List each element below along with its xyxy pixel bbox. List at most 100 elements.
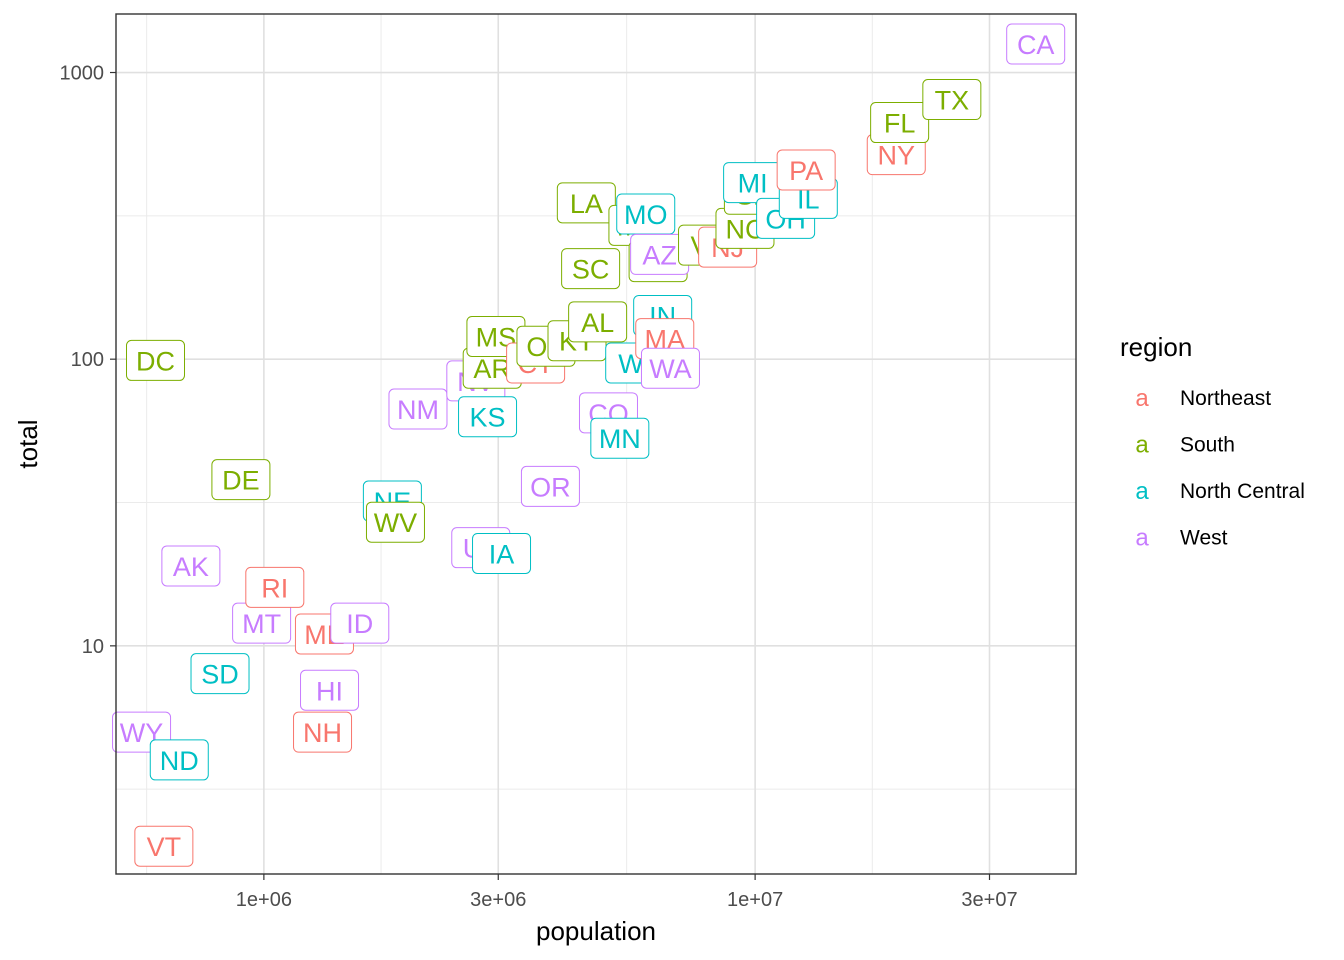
label-text: LA bbox=[570, 189, 603, 219]
label-text: NM bbox=[397, 395, 439, 425]
label-box bbox=[211, 459, 271, 501]
x-tick-label: 1e+07 bbox=[727, 889, 783, 911]
point-label: OR bbox=[520, 465, 580, 507]
point-label: VT bbox=[134, 825, 194, 867]
legend-key: a bbox=[1135, 478, 1149, 505]
label-box bbox=[149, 739, 209, 781]
point-label: NM bbox=[388, 388, 448, 430]
x-tick-label: 1e+06 bbox=[236, 889, 292, 911]
point-label: SD bbox=[190, 653, 250, 695]
point-label: MI bbox=[723, 162, 783, 204]
label-box bbox=[568, 301, 628, 343]
label-text: IL bbox=[797, 184, 820, 214]
point-label: NH bbox=[293, 711, 353, 753]
label-box bbox=[126, 339, 186, 381]
label-text: TX bbox=[935, 86, 970, 116]
point-label: MO bbox=[616, 193, 676, 235]
label-text: AZ bbox=[642, 240, 677, 270]
label-text: IA bbox=[489, 539, 515, 569]
label-text: AL bbox=[581, 308, 614, 338]
label-text: PA bbox=[789, 156, 823, 186]
label-box bbox=[520, 465, 580, 507]
point-label: WV bbox=[365, 501, 425, 543]
label-box bbox=[1006, 23, 1066, 65]
y-tick-label: 1000 bbox=[60, 63, 105, 85]
label-text: RI bbox=[261, 573, 288, 603]
label-box bbox=[161, 545, 221, 587]
label-text: SC bbox=[572, 255, 610, 285]
legend-key: a bbox=[1135, 525, 1149, 552]
y-tick-label: 10 bbox=[82, 636, 104, 658]
x-tick-label: 3e+07 bbox=[961, 889, 1017, 911]
point-label: TX bbox=[922, 79, 982, 121]
label-text: ID bbox=[346, 609, 373, 639]
label-box bbox=[776, 149, 836, 191]
point-label: AL bbox=[568, 301, 628, 343]
y-axis-title: total bbox=[13, 419, 43, 468]
label-box bbox=[330, 602, 390, 644]
label-box bbox=[561, 248, 621, 290]
point-label: ND bbox=[149, 739, 209, 781]
point-label: NY bbox=[866, 134, 926, 176]
point-label: SC bbox=[561, 248, 621, 290]
point-label: CA bbox=[1006, 23, 1066, 65]
legend-key: a bbox=[1135, 432, 1149, 459]
label-text: MN bbox=[599, 424, 641, 454]
label-text: DC bbox=[136, 346, 175, 376]
point-label: RI bbox=[245, 566, 305, 608]
label-box bbox=[556, 182, 616, 224]
label-box bbox=[293, 711, 353, 753]
label-box bbox=[388, 388, 448, 430]
point-label: DE bbox=[211, 459, 271, 501]
label-box bbox=[870, 102, 930, 144]
label-text: FL bbox=[884, 109, 916, 139]
label-text: WV bbox=[374, 508, 418, 538]
label-box bbox=[590, 417, 650, 459]
point-label: HI bbox=[300, 669, 360, 711]
point-label: KS bbox=[458, 396, 518, 438]
label-text: KS bbox=[470, 403, 506, 433]
label-box bbox=[365, 501, 425, 543]
label-box bbox=[134, 825, 194, 867]
label-text: NH bbox=[303, 718, 342, 748]
point-label: DC bbox=[126, 339, 186, 381]
label-box bbox=[640, 347, 700, 389]
legend-title: region bbox=[1120, 332, 1192, 362]
point-label: MT bbox=[232, 602, 292, 644]
point-label: MN bbox=[590, 417, 650, 459]
legend-entry: a Northeast bbox=[1135, 385, 1271, 412]
label-text: CA bbox=[1017, 30, 1055, 60]
label-text: HI bbox=[316, 676, 343, 706]
label-box bbox=[458, 396, 518, 438]
x-axis: 1e+06 3e+06 1e+07 3e+07 bbox=[236, 874, 1018, 911]
label-text: MT bbox=[242, 609, 281, 639]
plot-border bbox=[115, 13, 1077, 875]
point-label: FL bbox=[870, 102, 930, 144]
x-tick-label: 3e+06 bbox=[470, 889, 526, 911]
label-text: ND bbox=[160, 746, 199, 776]
label-text: MI bbox=[738, 169, 768, 199]
point-label: AZ bbox=[630, 233, 690, 275]
legend-label: North Central bbox=[1180, 480, 1305, 503]
label-text: NY bbox=[877, 141, 915, 171]
legend-entry: a South bbox=[1135, 432, 1235, 459]
point-labels: VTWYNDDCAKSDDEMTRINHMEHIIDNEWVNMNVUTKSAR… bbox=[112, 23, 1066, 867]
legend: region a Northeast a South a North Central a We… bbox=[1120, 332, 1305, 552]
legend-entry: a West bbox=[1135, 525, 1227, 552]
label-text: AR bbox=[473, 354, 511, 384]
label-text: DE bbox=[222, 466, 260, 496]
label-box bbox=[300, 669, 360, 711]
y-tick-label: 100 bbox=[71, 349, 104, 371]
label-box bbox=[190, 653, 250, 695]
label-box bbox=[472, 532, 532, 574]
legend-key: a bbox=[1135, 385, 1149, 412]
y-axis: 10 100 1000 bbox=[60, 63, 116, 658]
point-label: LA bbox=[556, 182, 616, 224]
legend-label: Northeast bbox=[1180, 387, 1271, 410]
point-label: AK bbox=[161, 545, 221, 587]
point-label: WA bbox=[640, 347, 700, 389]
point-label: PA bbox=[776, 149, 836, 191]
label-text: MO bbox=[624, 200, 668, 230]
label-text: WA bbox=[649, 354, 692, 384]
